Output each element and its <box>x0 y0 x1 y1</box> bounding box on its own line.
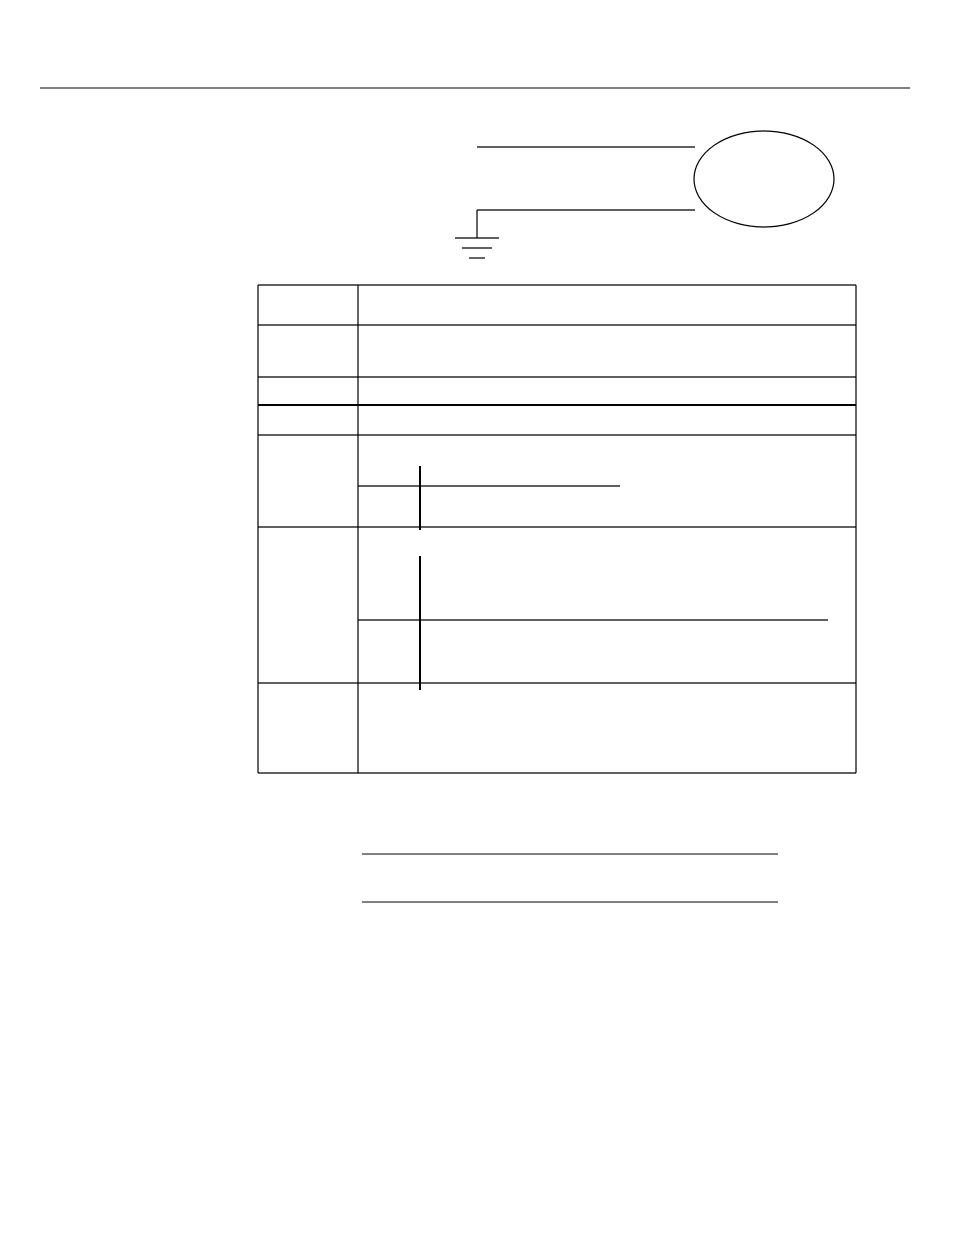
diagram-svg <box>0 0 954 1235</box>
page <box>0 0 954 1235</box>
node-ellipse <box>694 131 834 227</box>
